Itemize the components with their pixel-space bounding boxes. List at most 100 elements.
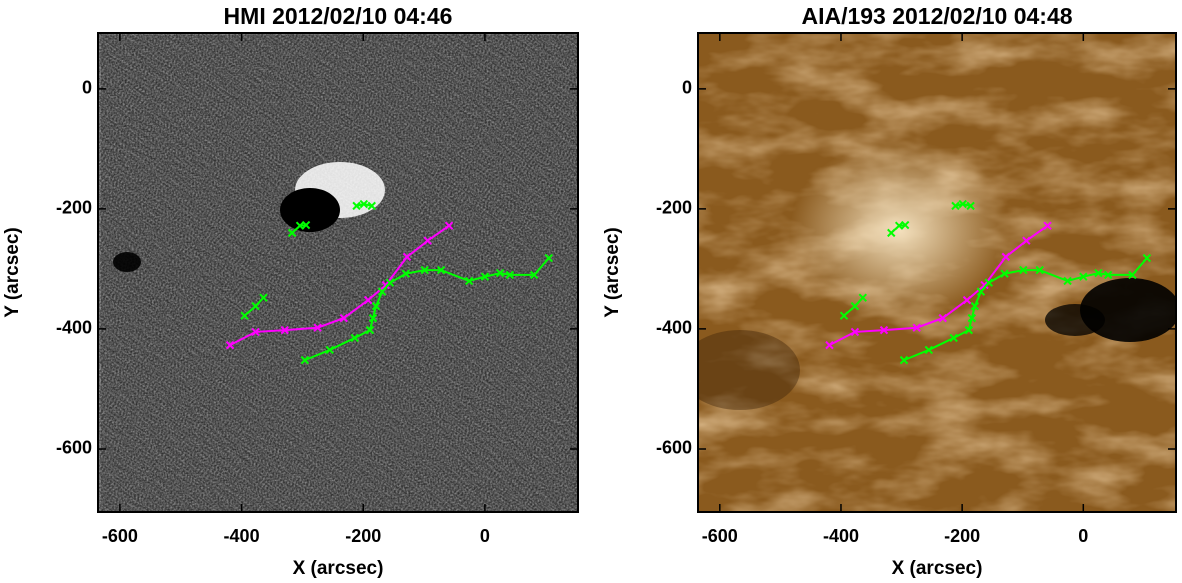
- y-tick-label: -400: [56, 318, 92, 338]
- x-axis-label: X (arcsec): [892, 558, 983, 578]
- x-marker: [970, 301, 980, 311]
- track-line: [229, 224, 450, 347]
- x-marker: [825, 340, 834, 350]
- x-tick-label: -200: [345, 526, 381, 546]
- x-marker: [365, 325, 375, 335]
- x-marker: [313, 323, 322, 332]
- euv-image: [698, 33, 1176, 512]
- x-marker: [1079, 272, 1088, 281]
- y-tick-label: -400: [656, 318, 692, 338]
- x-tick-label: -400: [224, 526, 260, 546]
- x-marker: [505, 270, 515, 280]
- x-marker: [1094, 268, 1103, 278]
- x-marker: [402, 252, 412, 262]
- x-marker: [300, 355, 310, 365]
- x-tick-label: -600: [102, 526, 138, 546]
- y-axis-label: Y (arcsec): [602, 227, 623, 318]
- x-marker: [259, 293, 268, 302]
- x-tick-label: 0: [480, 526, 490, 546]
- x-marker: [839, 311, 849, 320]
- x-marker: [280, 325, 289, 335]
- x-marker: [899, 355, 909, 365]
- x-tick-label: -600: [702, 526, 738, 546]
- x-marker: [401, 269, 411, 278]
- overlay: [225, 199, 554, 365]
- x-marker: [1142, 253, 1152, 263]
- x-marker: [495, 268, 505, 278]
- x-tick-label: -400: [823, 526, 859, 546]
- x-marker: [251, 301, 260, 311]
- x-marker: [1128, 270, 1137, 280]
- x-marker: [1000, 269, 1009, 278]
- x-marker: [1019, 265, 1028, 275]
- x-marker: [1103, 270, 1113, 280]
- y-tick-label: -200: [656, 198, 692, 218]
- x-marker: [287, 228, 297, 238]
- x-marker: [339, 313, 348, 323]
- x-marker: [444, 221, 454, 230]
- x-marker: [984, 278, 994, 287]
- x-marker: [958, 199, 967, 209]
- x-marker: [938, 313, 947, 323]
- x-marker: [966, 201, 975, 211]
- x-marker: [962, 295, 972, 305]
- x-marker: [350, 333, 359, 343]
- plot-frame: [697, 32, 1177, 513]
- x-marker: [967, 313, 977, 323]
- x-marker: [385, 278, 395, 287]
- x-marker: [1035, 265, 1044, 275]
- x-marker: [359, 199, 369, 209]
- y-tick-label: -600: [656, 438, 692, 458]
- x-marker: [377, 287, 387, 296]
- x-marker: [480, 272, 490, 281]
- x-marker: [423, 236, 432, 245]
- x-marker: [436, 265, 446, 275]
- x-marker: [325, 345, 334, 355]
- x-marker: [352, 201, 361, 211]
- x-marker: [976, 287, 986, 296]
- x-marker: [368, 313, 378, 323]
- x-marker: [529, 270, 539, 280]
- x-marker: [464, 276, 474, 286]
- x-marker: [900, 220, 910, 230]
- x-marker: [371, 301, 381, 311]
- x-marker: [367, 201, 376, 211]
- y-tick-label: -600: [56, 438, 92, 458]
- x-marker: [951, 201, 960, 211]
- x-tick-label: 0: [1078, 526, 1088, 546]
- x-marker: [1001, 252, 1010, 262]
- x-marker: [544, 253, 554, 263]
- x-marker: [225, 340, 235, 350]
- x-marker: [980, 280, 989, 290]
- x-marker: [949, 333, 958, 343]
- x-marker: [964, 325, 974, 335]
- x-marker: [924, 345, 934, 355]
- chart-title: AIA/193 2012/02/10 04:48: [801, 3, 1072, 29]
- x-marker: [240, 311, 249, 320]
- x-marker: [858, 293, 867, 302]
- x-axis-label: X (arcsec): [293, 558, 384, 578]
- plot-frame: [97, 32, 579, 513]
- y-tick-label: 0: [82, 78, 92, 98]
- y-tick-label: -200: [56, 198, 92, 218]
- x-tick-label: -200: [944, 526, 980, 546]
- x-marker: [887, 228, 896, 238]
- x-marker: [1063, 276, 1072, 286]
- x-marker: [1022, 236, 1031, 245]
- x-marker: [381, 280, 390, 290]
- track-line: [829, 224, 1049, 347]
- x-marker: [1043, 221, 1052, 230]
- x-marker: [251, 327, 260, 337]
- x-marker: [879, 325, 889, 335]
- x-marker: [363, 295, 373, 305]
- y-axis-label: Y (arcsec): [2, 227, 23, 318]
- chart-title: HMI 2012/02/10 04:46: [224, 3, 453, 29]
- x-marker: [850, 327, 860, 337]
- x-marker: [850, 301, 860, 311]
- overlay: [825, 199, 1152, 365]
- x-marker: [301, 220, 311, 230]
- x-marker: [420, 265, 429, 275]
- y-tick-label: 0: [682, 78, 692, 98]
- x-marker: [912, 323, 921, 332]
